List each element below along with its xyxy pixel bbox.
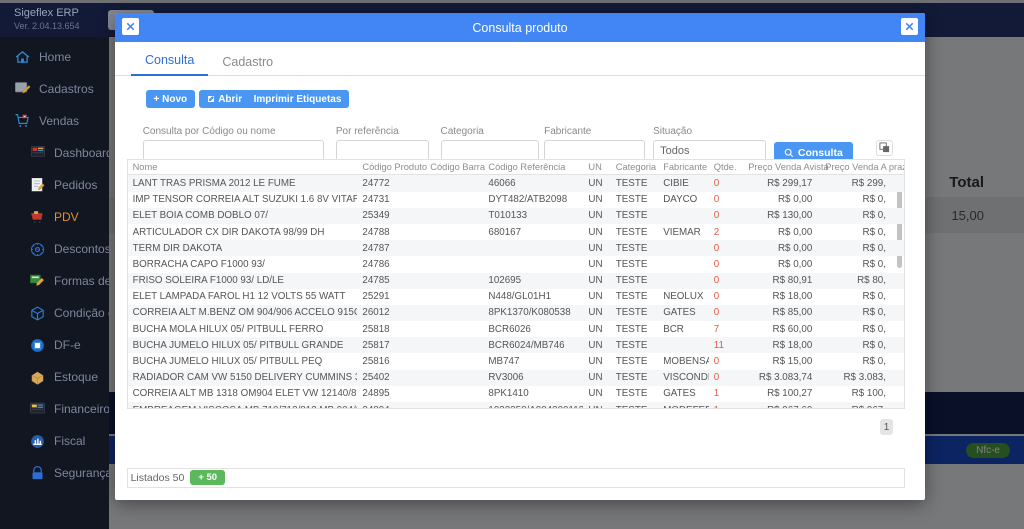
svg-text:%: % <box>36 246 40 251</box>
